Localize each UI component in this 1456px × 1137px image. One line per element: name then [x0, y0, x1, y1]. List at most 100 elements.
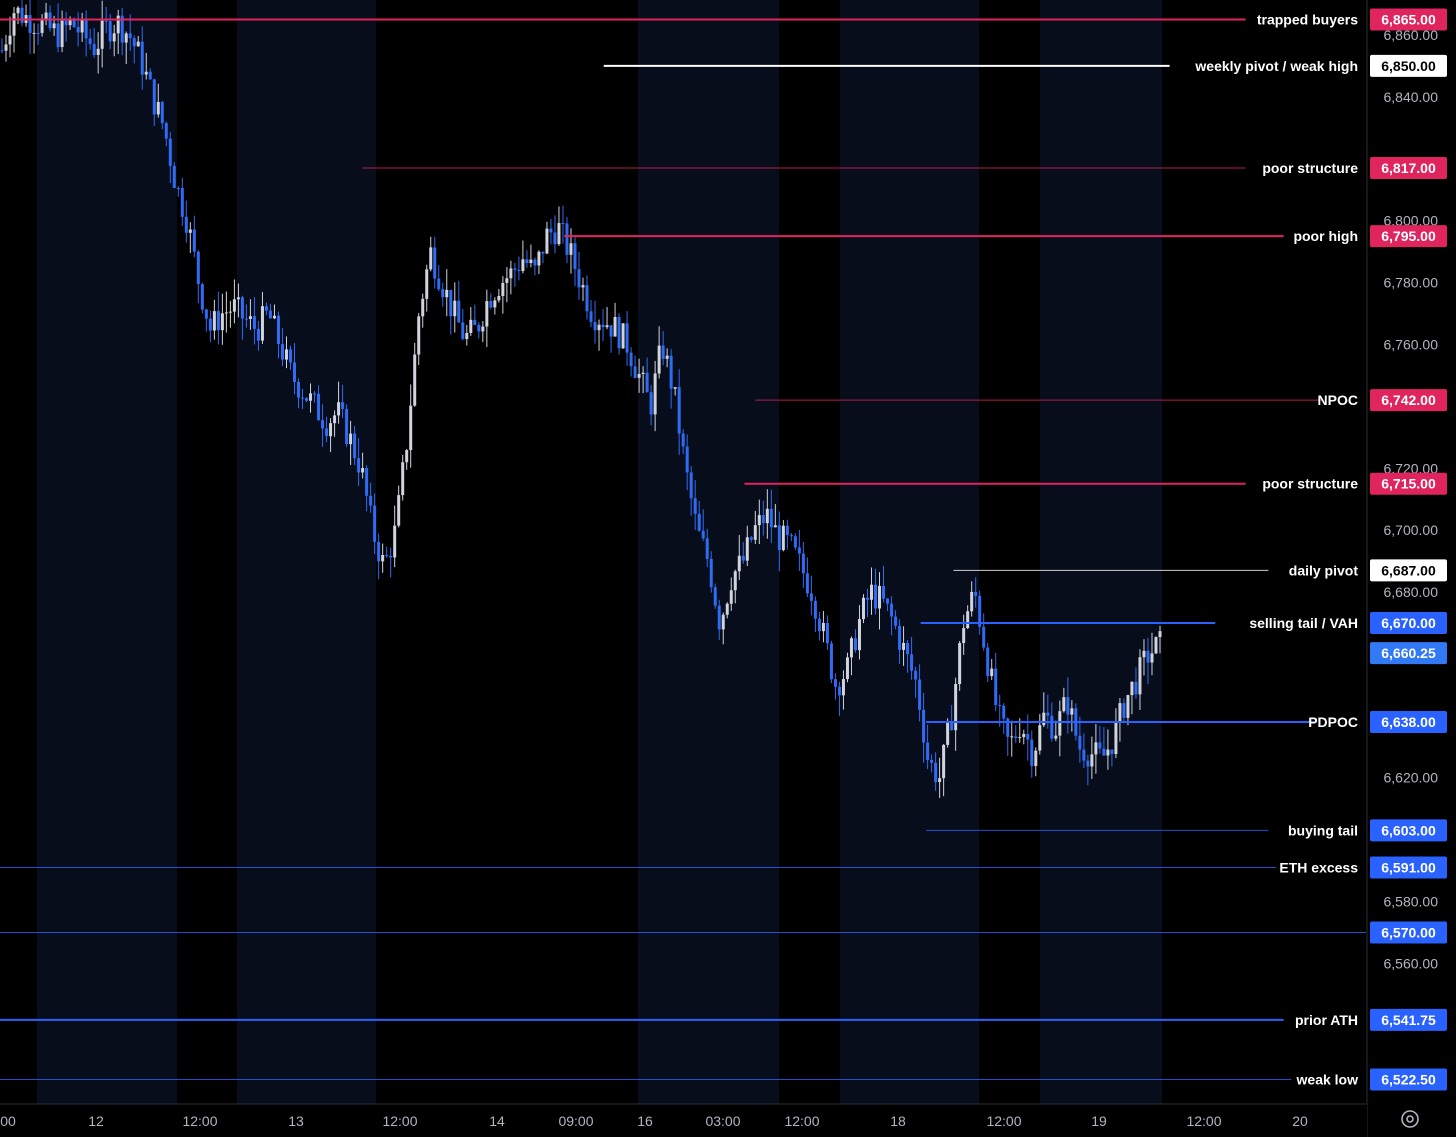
candle-body — [317, 393, 321, 421]
candle-body — [216, 311, 220, 331]
candle-body — [553, 232, 557, 245]
candle-body — [865, 597, 869, 600]
price-tick-label: 6,680.00 — [1384, 584, 1439, 600]
candle-body — [409, 405, 413, 451]
price-tag[interactable] — [1370, 1068, 1447, 1091]
candle-body — [906, 642, 910, 655]
price-tag[interactable] — [1370, 642, 1447, 665]
candle-body — [994, 668, 998, 706]
candle-body — [421, 298, 425, 317]
candle-body — [1062, 697, 1066, 712]
candle-body — [116, 15, 120, 34]
candle-body — [313, 393, 317, 395]
candle-body — [673, 387, 677, 389]
candle-body — [112, 33, 116, 42]
price-tag[interactable] — [1370, 8, 1447, 31]
candle-body — [1066, 697, 1070, 715]
price-axis[interactable]: 6,860.00 6,840.00 6,800.00 6,780.00 6,760.00… — [1366, 0, 1456, 1137]
candle-body — [76, 26, 80, 33]
candle-body — [473, 319, 477, 325]
level-label: poor structure — [1262, 476, 1358, 492]
price-tag[interactable] — [1370, 1008, 1447, 1031]
candle-body — [425, 269, 429, 299]
price-tag[interactable] — [1370, 225, 1447, 248]
candle-body — [709, 558, 713, 588]
candle-body — [625, 323, 629, 353]
candle-body — [268, 310, 272, 319]
price-tag[interactable] — [1370, 819, 1447, 842]
candle-body — [890, 603, 894, 617]
candle-body — [930, 759, 934, 763]
price-tag[interactable] — [1370, 856, 1447, 879]
candle-body — [898, 625, 902, 650]
candle-body — [781, 525, 785, 551]
price-tick-label: 6,760.00 — [1384, 336, 1439, 352]
candle-body — [228, 311, 232, 313]
candle-body — [533, 259, 537, 266]
candle-body — [525, 259, 529, 264]
candle-body — [561, 223, 565, 225]
level-label: weak low — [1296, 1072, 1359, 1088]
time-tick-label: 12 — [88, 1113, 104, 1129]
time-tick-label: 12:00 — [1186, 1113, 1221, 1129]
price-tag-label: 6,522.50 — [1381, 1072, 1436, 1088]
candle-body — [385, 555, 389, 557]
candle-body — [597, 324, 601, 331]
price-tag[interactable] — [1370, 559, 1447, 582]
candle-body — [224, 312, 228, 314]
candle-body — [120, 15, 124, 43]
candle-body — [633, 366, 637, 378]
price-tag[interactable] — [1370, 711, 1447, 734]
candle-body — [180, 188, 184, 217]
chart-settings-icon[interactable] — [1401, 1110, 1419, 1128]
candle-body — [377, 541, 381, 562]
candle-body — [998, 705, 1002, 707]
candle-body — [16, 7, 20, 14]
candle-body — [661, 345, 665, 359]
price-tick-label: 6,860.00 — [1384, 27, 1439, 43]
time-axis[interactable]: 00 12 12:00 13 12:00 14 09:00 16 03:00 12:00 18 12:… — [0, 1103, 1367, 1137]
candle-body — [1154, 637, 1158, 654]
price-tag[interactable] — [1370, 472, 1447, 495]
candle-body — [1122, 703, 1126, 718]
price-tag[interactable] — [1370, 612, 1447, 635]
price-tag[interactable] — [1370, 921, 1447, 944]
candle-body — [701, 530, 705, 539]
candle-body — [309, 393, 313, 401]
candle-body — [537, 251, 541, 266]
candle-body — [32, 32, 36, 34]
price-tag[interactable] — [1370, 54, 1447, 77]
candle-body — [465, 332, 469, 340]
candle-body — [156, 101, 160, 115]
candle-body — [789, 535, 793, 537]
candle-body — [489, 301, 493, 308]
candle-body — [922, 709, 926, 743]
candle-body — [1150, 653, 1154, 663]
candle-body — [52, 23, 56, 29]
candle-body — [817, 618, 821, 632]
candle-body — [184, 216, 188, 233]
candle-body — [505, 278, 509, 283]
candle-body — [573, 243, 577, 270]
candle-body — [12, 13, 16, 36]
candle-body — [176, 188, 180, 190]
session-band — [840, 0, 979, 1104]
candle-body — [946, 722, 950, 745]
candle-body — [469, 319, 473, 333]
candle-body — [104, 20, 108, 22]
candle-body — [982, 626, 986, 648]
price-tag[interactable] — [1370, 157, 1447, 180]
candle-body — [677, 387, 681, 434]
candle-body — [68, 19, 72, 26]
candle-body — [1006, 718, 1010, 737]
price-tick-label: 6,800.00 — [1384, 213, 1439, 229]
candle-body — [208, 318, 212, 331]
price-tag[interactable] — [1370, 389, 1447, 412]
candle-body — [845, 657, 849, 680]
candle-body — [1010, 736, 1014, 738]
candle-body — [713, 587, 717, 606]
candle-body — [361, 468, 365, 473]
time-tick-label: 12:00 — [986, 1113, 1021, 1129]
time-tick-label: 00 — [0, 1113, 16, 1129]
